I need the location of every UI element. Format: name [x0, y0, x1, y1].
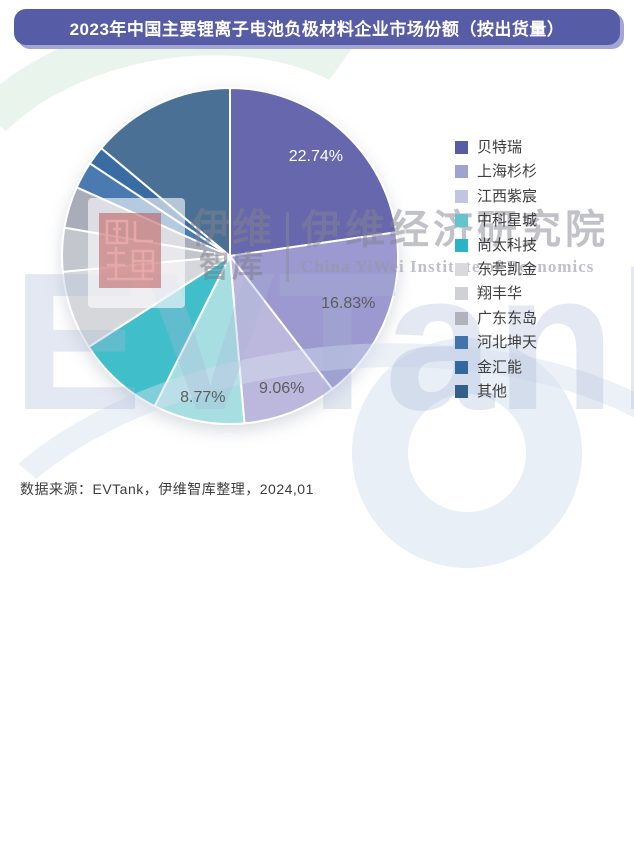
legend-swatch-icon [455, 214, 468, 228]
legend-label: 尚太科技 [477, 236, 538, 254]
legend-label: 河北坤天 [477, 334, 538, 352]
legend-label: 其他 [477, 382, 508, 400]
legend-item-10: 其他 [455, 383, 537, 400]
legend-swatch-icon [455, 336, 468, 350]
pie-slice-3 [153, 255, 246, 425]
legend-item-6: 翔丰华 [455, 285, 537, 302]
legend-swatch-icon [455, 189, 468, 203]
legend-swatch-icon [455, 360, 468, 374]
legend-item-2: 江西紫宸 [455, 188, 537, 205]
legend-label: 广东东岛 [477, 309, 538, 327]
legend-item-3: 中科星城 [455, 212, 537, 229]
chart-title-banner: 2023年中国主要锂离子电池负极材料企业市场份额（按出货量） [14, 9, 620, 45]
legend-label: 翔丰华 [477, 285, 523, 303]
legend-swatch-icon [455, 287, 468, 301]
pie-slice-4 [87, 255, 231, 408]
legend-item-1: 上海杉杉 [455, 163, 537, 180]
legend-item-0: 贝特瑞 [455, 139, 537, 156]
legend-item-9: 金汇能 [455, 359, 537, 376]
legend-item-5: 东莞凯金 [455, 261, 537, 278]
legend-label: 中科星城 [477, 212, 538, 230]
legend-item-4: 尚太科技 [455, 237, 537, 254]
legend-swatch-icon [455, 311, 468, 325]
legend-swatch-icon [455, 238, 468, 252]
legend-label: 江西紫宸 [477, 187, 538, 205]
legend-label: 东莞凯金 [477, 260, 538, 278]
legend-label: 上海杉杉 [477, 163, 538, 181]
pie-chart [61, 87, 399, 425]
legend-swatch-icon [455, 384, 468, 398]
pie-slice-10 [100, 87, 231, 257]
source-note: 数据来源：EVTank，伊维智库整理，2024,01 [20, 481, 314, 497]
legend-swatch-icon [455, 165, 468, 179]
pie-slice-2 [229, 255, 334, 425]
legend-swatch-icon [455, 262, 468, 276]
legend-item-7: 广东东岛 [455, 310, 537, 327]
legend-label: 贝特瑞 [477, 139, 523, 156]
pie-slice-0 [229, 87, 398, 257]
legend: 贝特瑞上海杉杉江西紫宸中科星城尚太科技东莞凯金翔丰华广东东岛河北坤天金汇能其他 [455, 139, 537, 407]
legend-label: 金汇能 [477, 358, 523, 376]
legend-swatch-icon [455, 141, 468, 154]
chart-title: 2023年中国主要锂离子电池负极材料企业市场份额（按出货量） [69, 19, 565, 39]
legend-item-8: 河北坤天 [455, 334, 537, 351]
